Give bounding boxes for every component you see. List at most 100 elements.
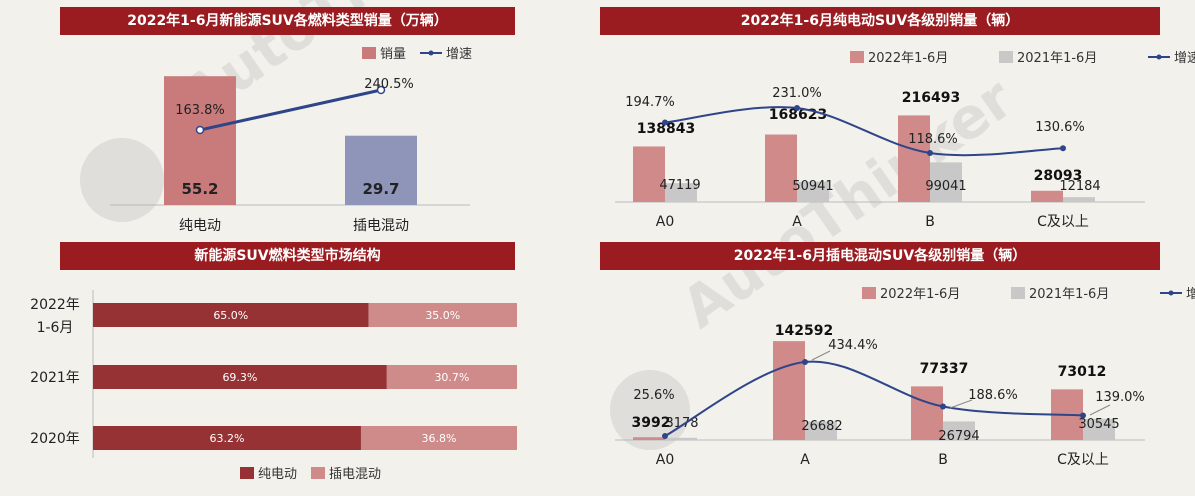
label-leader-line	[811, 350, 831, 361]
legend-swatch	[240, 467, 254, 479]
x-tick-label: A0	[656, 452, 674, 468]
legend-swatch	[311, 467, 325, 479]
growth-label: 25.6%	[633, 388, 674, 403]
legend-swatch	[850, 51, 864, 63]
bar-2021	[943, 421, 975, 440]
bar-2022	[898, 115, 930, 202]
bar-2022	[633, 437, 665, 440]
growth-point	[927, 150, 933, 156]
x-tick-label: C及以上	[1037, 214, 1089, 230]
bar-2022-value-label: 3992	[632, 415, 671, 431]
legend-label: 插电混动	[329, 467, 381, 482]
y-tick-label: 2022年	[30, 297, 80, 313]
bar-2022-value-label: 73012	[1058, 364, 1107, 380]
bar-2021	[797, 181, 829, 202]
chart-1-plot: 销量 增速 55.2 纯电动 29.7 插电混动 163.8% 240.5%	[110, 47, 472, 234]
legend-swatch	[1011, 287, 1025, 299]
legend-label: 2022年1-6月	[868, 51, 948, 66]
y-tick-label: 2020年	[30, 431, 80, 447]
growth-line	[664, 360, 1084, 437]
legend-swatch	[999, 51, 1013, 63]
bar-2021-value-label: 99041	[925, 179, 966, 194]
chart-title: 2022年1-6月插电混动SUV各级别销量（辆）	[600, 242, 1160, 270]
bar-2021-value-label: 26682	[801, 419, 842, 434]
growth-label: 194.7%	[625, 95, 675, 110]
legend-line-dot	[428, 50, 434, 56]
bar-2022	[633, 146, 665, 202]
bar-2021	[930, 162, 962, 202]
legend-line-dot	[1156, 54, 1162, 60]
growth-point	[940, 403, 946, 410]
x-tick-label: A	[792, 214, 802, 230]
growth-point	[662, 119, 668, 126]
legend-label: 2021年1-6月	[1029, 287, 1109, 302]
bar-2022	[1031, 190, 1063, 202]
legend-label: 增速	[1174, 51, 1195, 66]
bar-2021	[665, 183, 697, 202]
bar-2021	[665, 437, 697, 440]
bar-2021-value-label: 30545	[1078, 417, 1119, 432]
chart-4-plot: 2022年1-6月2021年1-6月增速A039923178A142592266…	[615, 287, 1195, 468]
growth-label: 139.0%	[1095, 390, 1145, 405]
growth-point	[802, 359, 808, 365]
x-tick-label: A0	[656, 214, 674, 230]
chart-bev-phev-sales: 2022年1-6月新能源SUV各燃料类型销量（万辆） 销量 增速 55.2 纯电动 29…	[0, 0, 600, 240]
chart-market-structure: 新能源SUV燃料类型市场结构 65.0% 35.0% 2022年 1-6月 69.3% 3…	[0, 240, 600, 496]
bar-phev	[386, 365, 517, 389]
x-tick-label: 插电混动	[353, 218, 409, 234]
bar-0	[164, 76, 236, 205]
chart-2-plot: 2022年1-6月 2021年1-6月 增速A013884347119A168623…	[615, 51, 1195, 230]
chart-bev-by-class: 2022年1-6月纯电动SUV各级别销量（辆） 2022年1-6月 2021年1-…	[600, 0, 1195, 240]
bar-2022	[773, 341, 805, 440]
legend-swatch	[862, 287, 876, 299]
growth-label: 118.6%	[908, 132, 958, 147]
bar-phev-value-label: 35.0%	[425, 309, 460, 322]
legend-label: 纯电动	[258, 467, 297, 482]
label-leader-line	[949, 399, 973, 409]
y-tick-label: 1-6月	[37, 320, 74, 336]
growth-point	[1060, 145, 1066, 152]
x-tick-label: C及以上	[1057, 452, 1109, 468]
chart-phev-by-class: 2022年1-6月插电混动SUV各级别销量（辆） 2022年1-6月 2021年1…	[600, 240, 1195, 496]
chart-title: 新能源SUV燃料类型市场结构	[60, 242, 515, 270]
y-tick-label: 2021年	[30, 370, 80, 386]
growth-line	[664, 106, 1064, 157]
bar-bev-value-label: 63.2%	[210, 432, 245, 445]
bar-bev	[93, 426, 361, 450]
legend-label: 2022年1-6月	[880, 287, 960, 302]
chart-title: 2022年1-6月纯电动SUV各级别销量（辆）	[600, 7, 1160, 35]
bar-2021-value-label: 50941	[792, 179, 833, 194]
growth-point	[376, 85, 386, 95]
bar-1	[345, 135, 417, 205]
bar-bev	[93, 303, 369, 327]
bar-2022-value-label: 77337	[920, 361, 969, 377]
bar-2021	[1083, 418, 1115, 440]
bar-phev	[360, 426, 517, 450]
x-tick-label: B	[938, 452, 948, 468]
growth-point	[195, 125, 205, 135]
legend-label: 增速	[446, 47, 472, 62]
chart-title: 2022年1-6月新能源SUV各燃料类型销量（万辆）	[60, 7, 515, 35]
growth-point	[1080, 412, 1086, 419]
bar-2021	[805, 421, 837, 440]
bar-2021-value-label: 26794	[938, 429, 979, 444]
bar-phev-value-label: 36.8%	[422, 432, 457, 445]
growth-label: 130.6%	[1035, 120, 1085, 135]
growth-point	[794, 105, 800, 111]
bar-2021-value-label: 12184	[1059, 179, 1100, 194]
bar-2022-value-label: 216493	[902, 90, 960, 106]
legend-label: 增速	[1186, 287, 1195, 302]
legend-line-dot	[1168, 290, 1174, 296]
bar-2022-value-label: 28093	[1034, 168, 1083, 184]
bar-phev-value-label: 30.7%	[434, 371, 469, 384]
legend-swatch	[362, 47, 376, 59]
bar-2022-value-label: 138843	[637, 121, 695, 137]
growth-label: 240.5%	[364, 77, 414, 92]
bar-2022	[765, 134, 797, 202]
bar-phev	[368, 303, 517, 327]
x-tick-label: 纯电动	[179, 218, 221, 234]
bar-2021-value-label: 47119	[659, 178, 700, 193]
growth-point	[662, 433, 668, 439]
x-tick-label: B	[925, 214, 935, 230]
chart-3-plot: 65.0% 35.0% 2022年 1-6月 69.3% 30.7% 2021年 63.2% 3…	[30, 290, 517, 482]
